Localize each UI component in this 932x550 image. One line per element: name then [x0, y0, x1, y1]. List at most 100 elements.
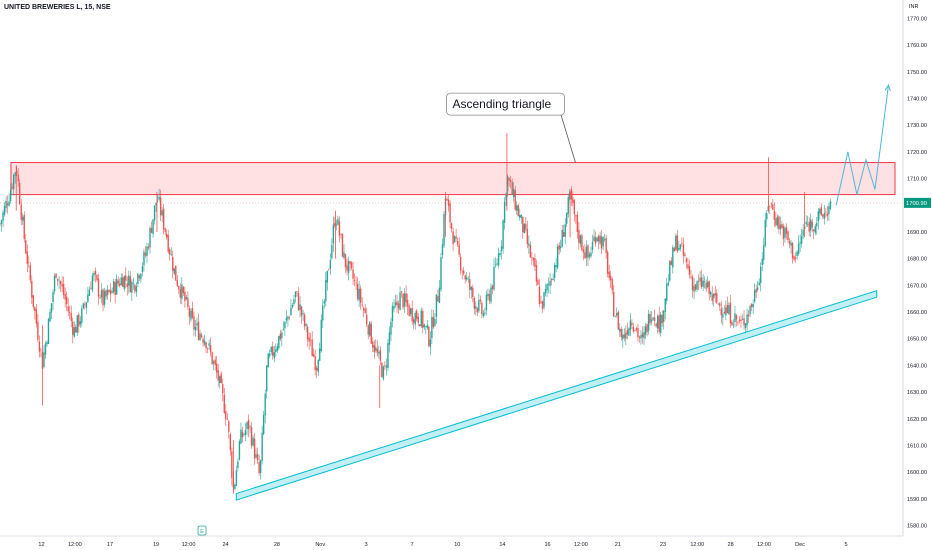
candle: [788, 241, 791, 245]
candle: [276, 346, 279, 351]
candle: [649, 313, 651, 324]
callout-box[interactable]: [446, 92, 565, 116]
candle: [406, 299, 409, 307]
candle: [779, 224, 782, 230]
candle: [119, 283, 121, 286]
candle: [290, 307, 292, 316]
candle: [769, 206, 771, 207]
resistance-zone[interactable]: [10, 162, 896, 196]
candle: [229, 434, 232, 451]
candle: [405, 293, 407, 303]
candle: [570, 189, 572, 200]
candle: [328, 269, 330, 271]
candle: [223, 394, 225, 413]
candle: [594, 237, 597, 244]
candle: [34, 307, 36, 311]
candle: [2, 212, 4, 221]
x-tick-label: 12: [38, 542, 44, 548]
candle: [70, 313, 72, 321]
candle: [646, 324, 648, 333]
candle: [40, 349, 42, 351]
candle: [497, 253, 500, 266]
candle: [522, 216, 524, 233]
y-tick-label: 1760.00: [907, 43, 927, 49]
candle: [0, 220, 3, 225]
candle: [629, 320, 632, 331]
candle: [425, 326, 427, 328]
candle: [172, 257, 174, 271]
candle: [332, 224, 335, 244]
candle: [369, 322, 371, 336]
candle: [158, 196, 160, 200]
candle: [456, 241, 459, 245]
candle: [115, 278, 118, 295]
candle: [349, 261, 351, 264]
candle: [388, 332, 391, 345]
candle: [487, 293, 489, 297]
candle: [567, 197, 569, 215]
candle: [303, 314, 306, 327]
candle: [516, 205, 518, 211]
candle: [111, 291, 113, 293]
candle: [732, 324, 735, 326]
candle: [414, 312, 416, 325]
candle: [752, 303, 754, 308]
candle: [822, 214, 824, 217]
support-trendline[interactable]: [235, 290, 878, 501]
candle: [191, 308, 194, 318]
x-tick-label: Dec: [795, 542, 805, 548]
candle: [384, 365, 386, 367]
candle: [609, 276, 612, 281]
candle: [114, 282, 116, 295]
candle: [162, 208, 165, 230]
candle: [541, 301, 544, 309]
candle: [546, 284, 548, 291]
candle: [43, 352, 45, 367]
y-tick-label: 1580.00: [907, 524, 927, 530]
candle: [312, 353, 315, 357]
candle: [758, 282, 760, 286]
candle: [602, 237, 604, 247]
candle: [785, 227, 788, 234]
candle: [464, 275, 466, 280]
candle: [346, 265, 348, 271]
candle: [637, 328, 639, 337]
candle: [358, 288, 360, 301]
candle: [488, 294, 491, 301]
earnings-event-icon[interactable]: [197, 525, 207, 536]
candle: [129, 276, 132, 292]
candle: [470, 287, 472, 291]
candle: [772, 204, 774, 210]
candle: [376, 348, 379, 353]
candle: [176, 280, 178, 286]
y-tick-label: 1750.00: [907, 70, 927, 76]
candle: [64, 294, 66, 300]
candle: [411, 307, 413, 322]
candle: [356, 283, 359, 299]
candle: [675, 235, 677, 250]
candle: [825, 211, 827, 213]
candle: [714, 293, 716, 296]
projection-path[interactable]: [835, 85, 889, 206]
candle: [672, 247, 674, 268]
candle: [266, 365, 268, 392]
candle: [29, 265, 32, 281]
candle: [452, 231, 454, 245]
x-tick-label: 19: [153, 542, 159, 548]
candle: [747, 314, 750, 317]
candle: [755, 288, 757, 293]
candle: [381, 362, 383, 377]
candle: [337, 218, 339, 225]
candle: [79, 321, 82, 325]
candle: [640, 335, 642, 339]
candle: [491, 285, 494, 290]
candle: [32, 295, 35, 307]
candle: [634, 330, 636, 331]
candle: [661, 314, 663, 324]
candle: [608, 271, 610, 279]
candle: [687, 264, 689, 268]
candle: [373, 345, 375, 353]
x-tick-label: 23: [660, 542, 666, 548]
candle: [69, 311, 71, 313]
